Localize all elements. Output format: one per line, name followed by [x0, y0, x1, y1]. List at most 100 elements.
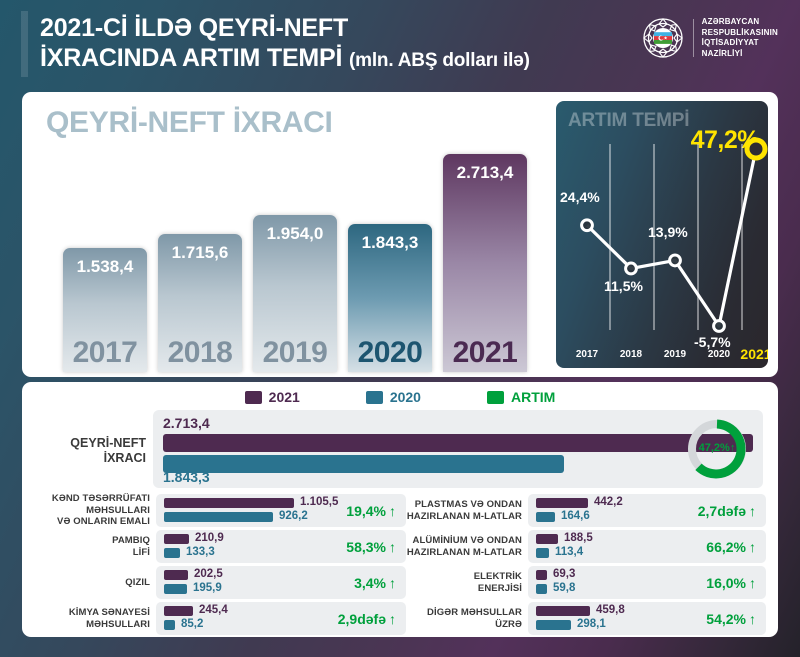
export-bar-year-2021: 2021: [452, 336, 518, 369]
commodity-bar-2020: [164, 620, 175, 630]
commodity-value-2020: 59,8: [553, 582, 576, 594]
legend-label: ARTIM: [510, 389, 556, 405]
chart-legend: 2021 2020 ARTIM: [22, 389, 778, 405]
commodity-growth-up-arrow-icon: ↑: [749, 538, 756, 555]
growth-line-series: [580, 137, 768, 333]
commodity-bar-2021: [536, 498, 588, 508]
commodity-growth-up-arrow-icon: ↑: [389, 502, 396, 519]
commodity-value-2021: 188,5: [564, 532, 593, 544]
main-bar-2020: [163, 455, 564, 473]
legend-item-2020[interactable]: 2020: [365, 389, 421, 405]
commodity-items-grid: KƏND TƏSƏRRÜFATI MƏHSULLARI VƏ ONLARIN EMA…: [34, 493, 766, 635]
commodity-growth: 16,0% ↑: [706, 566, 756, 599]
poster-header: 2021-Cİ İLDƏ QEYRİ-NEFT İXRACINDA ARTIM …: [0, 0, 800, 88]
commodity-value-2021: 1.105,5: [300, 496, 339, 508]
commodity-growth-value: 54,2%: [706, 610, 746, 627]
growth-point-label-2019: 13,9%: [648, 224, 688, 241]
commodity-value-2020: 85,2: [181, 618, 204, 630]
commodity-item[interactable]: PLASTMAS VƏ ONDAN HAZIRLANAN M-LATLAR 442,…: [406, 494, 766, 527]
export-bar-value-2019: 1.954,0: [266, 224, 324, 243]
top-card-title: QEYRİ-NEFT İXRACI: [46, 106, 333, 139]
commodity-item-label-line: ENERJİSİ: [477, 582, 522, 594]
commodity-bar-2020: [164, 548, 180, 558]
growth-axis-year-2019: 2019: [663, 349, 687, 360]
commodity-growth-up-arrow-icon: ↑: [389, 574, 396, 591]
commodity-item-label: ELEKTRİK ENERJİSİ: [406, 566, 522, 599]
commodity-growth-up-arrow-icon: ↑: [389, 538, 396, 555]
commodity-item-label-line: PLASTMAS VƏ ONDAN: [414, 499, 522, 510]
commodity-item[interactable]: KİMYA SƏNAYESİ MƏHSULLARI 245,4 85,2 2,9dəfə…: [34, 602, 406, 635]
main-value-2021: 2.713,4: [163, 415, 210, 431]
commodity-item[interactable]: KƏND TƏSƏRRÜFATI MƏHSULLARI VƏ ONLARIN EMA…: [34, 493, 406, 528]
legend-label: 2020: [389, 389, 421, 405]
donut-growth-value: 47,2%: [698, 442, 730, 454]
commodity-growth: 3,4% ↑: [354, 566, 396, 599]
growth-gridline-1: [609, 144, 611, 330]
commodity-growth-value: 66,2%: [706, 538, 746, 555]
annual-export-bar-chart: 1.538,4 2017 1.715,6 2018 1.954,0 2019 1.843,3…: [22, 92, 542, 377]
commodity-bar-2020: [164, 584, 187, 594]
main-value-2020: 1.843,3: [163, 469, 210, 485]
growth-gridline-4: [741, 144, 743, 330]
commodity-growth: 54,2% ↑: [706, 602, 756, 635]
commodity-comparison-card: 2021 2020 ARTIM QEYRİ-NEFT İXRACI 2.713,4 …: [22, 382, 778, 637]
legend-item-artim[interactable]: ARTIM: [486, 389, 556, 405]
growth-panel-title: ARTIM TEMPİ: [568, 110, 690, 131]
legend-item-2021[interactable]: 2021: [244, 389, 300, 405]
legend-swatch-icon: [486, 390, 504, 404]
commodity-item[interactable]: ALÜMİNİUM VƏ ONDAN HAZIRLANAN M-LATLAR 188…: [406, 530, 766, 563]
commodity-item-label-line: HAZIRLANAN M-LATLAR: [406, 546, 522, 558]
commodity-item[interactable]: QIZIL 202,5 195,9 3,4% ↑: [34, 566, 406, 599]
commodity-value-2021: 202,5: [194, 568, 223, 580]
commodity-item[interactable]: DİGƏR MƏHSULLAR ÜZRƏ 459,8 298,1 54,2% ↑: [406, 602, 766, 635]
commodity-item-label-line: MƏHSULLARI: [86, 504, 150, 516]
logo-text-line-1: AZƏRBAYCAN: [701, 17, 760, 26]
logo-text-line-2: RESPUBLİKASININ: [701, 27, 778, 37]
legend-label: 2021: [268, 389, 300, 405]
commodity-item-label-line: ÜZRƏ: [495, 618, 522, 630]
commodity-item-label-line: QIZIL: [125, 576, 150, 588]
export-bar-value-2018: 1.715,6: [171, 243, 229, 262]
growth-gridline-3: [697, 144, 699, 330]
commodity-growth-up-arrow-icon: ↑: [749, 574, 756, 591]
page-title: 2021-Cİ İLDƏ QEYRİ-NEFT İXRACINDA ARTIM …: [40, 13, 640, 76]
commodity-bar-2020: [536, 548, 549, 558]
title-line-2-main: İXRACINDA ARTIM TEMPİ: [40, 44, 350, 72]
commodity-growth: 58,3% ↑: [346, 530, 396, 563]
commodity-growth-up-arrow-icon: ↑: [749, 610, 756, 627]
title-line-1: 2021-Cİ İLDƏ QEYRİ-NEFT: [40, 14, 349, 42]
export-bar-year-2017: 2017: [72, 336, 138, 369]
growth-point-2021: [744, 137, 768, 161]
commodity-item-label-line: KƏND TƏSƏRRÜFATI: [51, 493, 150, 505]
commodity-growth-value: 2,9dəfə: [337, 610, 386, 627]
commodity-item-background: [528, 566, 766, 599]
growth-rate-line-chart: ARTIM TEMPİ 47,2% 24,4% 11,5% 13,9% -5,7% 20…: [556, 101, 768, 368]
commodity-item-label: KİMYA SƏNAYESİ MƏHSULLARI: [34, 602, 150, 635]
non-oil-export-card: QEYRİ-NEFT İXRACI 1.538,4 2017 1.715,6 2018…: [22, 92, 778, 377]
growth-axis-year-2018: 2018: [619, 349, 643, 360]
commodity-item[interactable]: ELEKTRİK ENERJİSİ 69,3 59,8 16,0% ↑: [406, 566, 766, 599]
commodity-item-label-line: VƏ ONLARIN EMALI: [57, 516, 150, 528]
legend-swatch-icon: [365, 390, 383, 404]
commodity-item-background: [156, 566, 406, 599]
commodity-bar-2020: [536, 620, 571, 630]
commodity-bar-2021: [536, 534, 558, 544]
logo-text-line-3: İQTİSADİYYAT: [701, 38, 759, 47]
commodity-item-background: [156, 602, 406, 635]
export-bar-value-2021: 2.713,4: [456, 163, 514, 182]
commodity-growth-value: 58,3%: [346, 538, 386, 555]
main-total-row: QEYRİ-NEFT İXRACI 2.713,4 1.843,3 47,2%↑: [70, 410, 763, 488]
growth-point-label-2020: -5,7%: [694, 334, 731, 350]
donut-up-arrow-icon: ↑: [729, 442, 736, 454]
commodity-value-2020: 926,2: [279, 510, 308, 522]
growth-axis-year-2017: 2017: [575, 349, 599, 360]
commodity-growth-value: 19,4%: [346, 502, 386, 519]
growth-point-2017: [580, 218, 594, 233]
logo-divider: [692, 19, 694, 57]
logo-text-line-4: NAZİRLİYİ: [701, 48, 743, 58]
commodity-item[interactable]: PAMBIQ LİFİ 210,9 133,3 58,3% ↑: [34, 530, 406, 563]
commodity-growth: 2,9dəfə ↑: [338, 602, 396, 635]
commodity-item-label-line: MƏHSULLARI: [86, 618, 150, 630]
commodity-item-label-line: ALÜMİNİUM VƏ ONDAN: [412, 535, 522, 546]
